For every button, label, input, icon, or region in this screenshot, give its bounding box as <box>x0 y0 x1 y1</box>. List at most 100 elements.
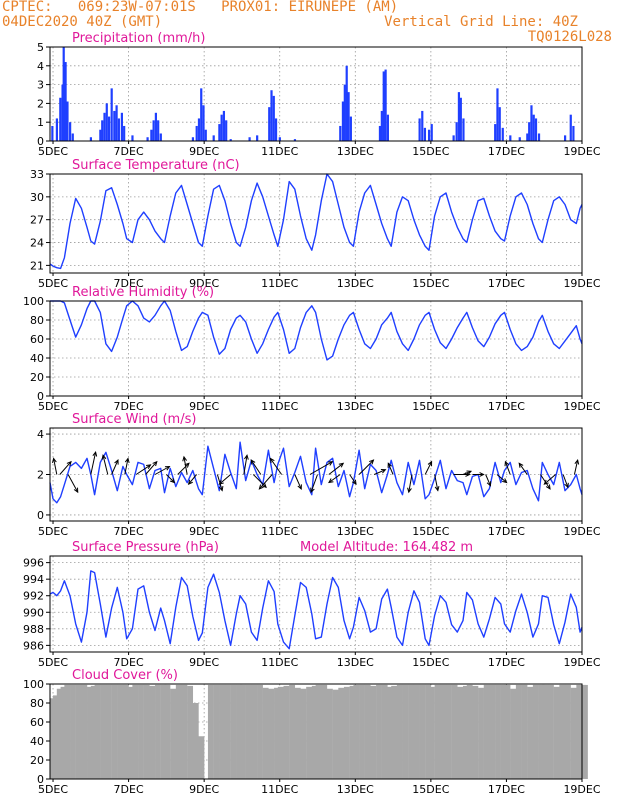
y-tick-label: 2 <box>37 97 44 110</box>
cloud-bar <box>251 684 258 779</box>
precip-bar <box>62 47 65 141</box>
cloud-bar <box>466 684 473 779</box>
cloud-bar <box>532 684 539 779</box>
cloud-bar <box>576 684 583 779</box>
cloud-bar <box>105 684 112 779</box>
precip-bar <box>421 110 424 141</box>
y-tick-label: 21 <box>30 259 44 272</box>
cloud-bar <box>224 684 231 779</box>
precip-bar <box>61 84 64 141</box>
precip-bar <box>378 125 382 141</box>
y-tick-label: 4 <box>37 60 44 73</box>
plot-frame <box>49 300 583 397</box>
cloud-bar <box>489 684 496 779</box>
x-tick-label: 11DEC <box>261 656 298 669</box>
wind-arrow-head <box>124 457 130 463</box>
wind-arrow-shaft <box>504 461 511 475</box>
precip-bar <box>462 118 465 141</box>
wind-arrow-shaft <box>183 456 188 475</box>
cloud-bar <box>483 684 490 779</box>
cloud-bar <box>170 688 177 779</box>
x-tick-label: 13DEC <box>337 783 374 796</box>
wind-arrow-head <box>73 487 79 494</box>
x-tick-label: 7DEC <box>114 145 144 158</box>
wind-arrow <box>252 474 267 489</box>
wind-arrow-shaft <box>387 463 394 475</box>
y-tick-label: 996 <box>23 557 44 570</box>
x-tick-label: 19DEC <box>563 525 600 538</box>
cloud-bar <box>413 684 420 779</box>
wind-arrow-head <box>434 486 440 492</box>
precip-bar <box>66 101 69 141</box>
wind-arrow-head <box>564 482 569 489</box>
wind-arrow <box>309 461 334 475</box>
precip-bar <box>386 114 389 141</box>
x-tick-label: 7DEC <box>114 277 144 290</box>
plot-frame <box>49 683 583 780</box>
x-tick-label: 19DEC <box>563 656 600 669</box>
wind-arrow <box>177 462 190 475</box>
cloud-bar <box>257 684 263 779</box>
precip-bar <box>248 137 251 141</box>
cloud-bar <box>559 684 566 779</box>
precip-bar <box>268 107 271 141</box>
wind-arrow-head <box>338 462 345 468</box>
wind-arrow <box>145 460 158 475</box>
cloud-bar <box>138 684 144 779</box>
y-tick-label: 0 <box>37 773 44 786</box>
x-tick-label: 9DEC <box>189 145 219 158</box>
precip-bar <box>117 118 120 141</box>
cloud-bar <box>440 684 447 779</box>
wind-arrow-head <box>250 459 256 465</box>
wind-arrow-head <box>182 455 188 462</box>
x-tick-label: 7DEC <box>114 400 144 413</box>
cloud-bar <box>50 698 56 779</box>
wind-arrow-shaft <box>310 474 318 493</box>
cloud-bar <box>419 684 426 779</box>
cloud-bar <box>353 684 360 779</box>
y-tick-label: 80 <box>30 314 44 327</box>
cloud-bar <box>338 687 345 779</box>
precip-bar <box>191 137 195 141</box>
precip-bar <box>452 135 455 141</box>
precip-bar <box>349 116 352 141</box>
precip-bar <box>526 133 529 141</box>
precip-bar <box>195 125 198 141</box>
y-tick-label: 0 <box>37 390 44 403</box>
cloud-bar <box>332 689 339 779</box>
wind-arrow <box>504 460 511 475</box>
wind-arrow-shaft <box>250 459 262 475</box>
y-tick-label: 60 <box>30 716 44 729</box>
wind-arrow <box>101 454 109 475</box>
x-tick-label: 11DEC <box>261 145 298 158</box>
cloud-bar <box>90 685 97 779</box>
cloud-bar <box>521 684 528 779</box>
wind-arrow-shaft <box>188 474 197 485</box>
x-tick-label: 7DEC <box>114 783 144 796</box>
x-tick-label: 9DEC <box>189 525 219 538</box>
cloud-bar <box>364 684 371 779</box>
precip-bar <box>345 65 348 141</box>
x-tick-label: 13DEC <box>337 277 374 290</box>
x-tick-label: 15DEC <box>412 277 449 290</box>
wind-arrow-shaft <box>496 474 507 483</box>
cloud-bar <box>268 688 275 779</box>
y-tick-label: 27 <box>30 214 44 227</box>
wind-arrow <box>349 474 357 486</box>
precip-bar <box>494 124 497 141</box>
wind-arrow-shaft <box>349 474 357 485</box>
panel-title: Precipitation (mm/h) <box>72 31 205 46</box>
wind-arrow-shaft <box>53 458 58 475</box>
cloud-bar <box>582 684 588 779</box>
x-tick-label: 5DEC <box>38 145 68 158</box>
wind-arrow-shaft <box>544 474 556 485</box>
cloud-bar <box>428 686 435 779</box>
wind-arrow-shaft <box>67 474 79 493</box>
cloud-bar <box>219 684 226 779</box>
precip-bar <box>534 118 538 141</box>
precip-bar <box>341 101 345 141</box>
wind-arrow <box>51 457 58 475</box>
precip-bar <box>59 97 62 141</box>
wind-arrow <box>328 462 345 475</box>
wind-arrow-shaft <box>573 459 579 475</box>
